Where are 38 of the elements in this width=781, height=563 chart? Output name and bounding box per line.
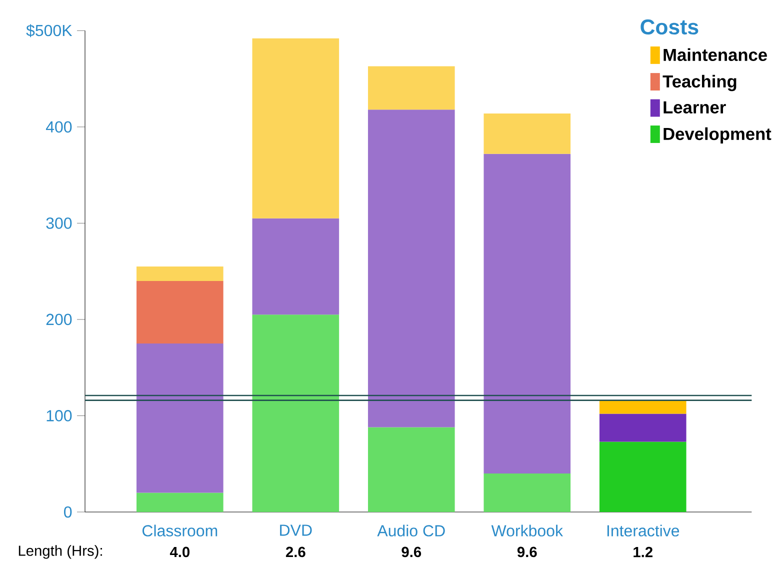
- text: 4.0: [170, 546, 190, 558]
- bar: [368, 66, 455, 110]
- bar: [136, 280, 224, 344]
- y-tick-label: $500K: [26, 24, 72, 38]
- legend-label: Maintenance: [664, 48, 767, 62]
- legend-title: Costs: [640, 19, 698, 35]
- x-tick-label: Classroom: [142, 524, 218, 536]
- bar: [599, 400, 686, 414]
- text: 9.6: [402, 546, 422, 558]
- y-tick-label: 0: [64, 506, 72, 518]
- y-tick-label: 300: [46, 218, 72, 229]
- y-tick-label: 400: [46, 121, 72, 133]
- x-tick-label: Audio CD: [377, 524, 445, 536]
- bar: [136, 344, 224, 493]
- bar: [252, 314, 340, 512]
- bar: [136, 266, 224, 281]
- bar: [484, 154, 571, 474]
- legend-label: Teaching: [662, 74, 736, 92]
- x-tick-label: Workbook: [491, 524, 564, 536]
- y-tick-label: 200: [46, 314, 72, 326]
- text: Length (Hrs):: [18, 545, 102, 559]
- bar: [368, 110, 455, 428]
- text: 1.2: [634, 546, 652, 558]
- x-tick-label: Interactive: [607, 524, 680, 536]
- bar: [252, 38, 340, 218]
- bar: [599, 414, 686, 442]
- bar: [136, 492, 224, 512]
- bar: [484, 473, 571, 512]
- x-tick-label: DVD: [280, 524, 312, 536]
- legend-label: Development: [664, 127, 772, 144]
- text: 9.6: [517, 546, 537, 558]
- bar: [252, 218, 340, 315]
- bar: [484, 113, 571, 154]
- text: 2.6: [286, 546, 306, 558]
- bar: [599, 442, 686, 512]
- y-tick-label: 100: [46, 410, 72, 422]
- legend-label: Learner: [664, 101, 726, 114]
- bar: [368, 427, 455, 512]
